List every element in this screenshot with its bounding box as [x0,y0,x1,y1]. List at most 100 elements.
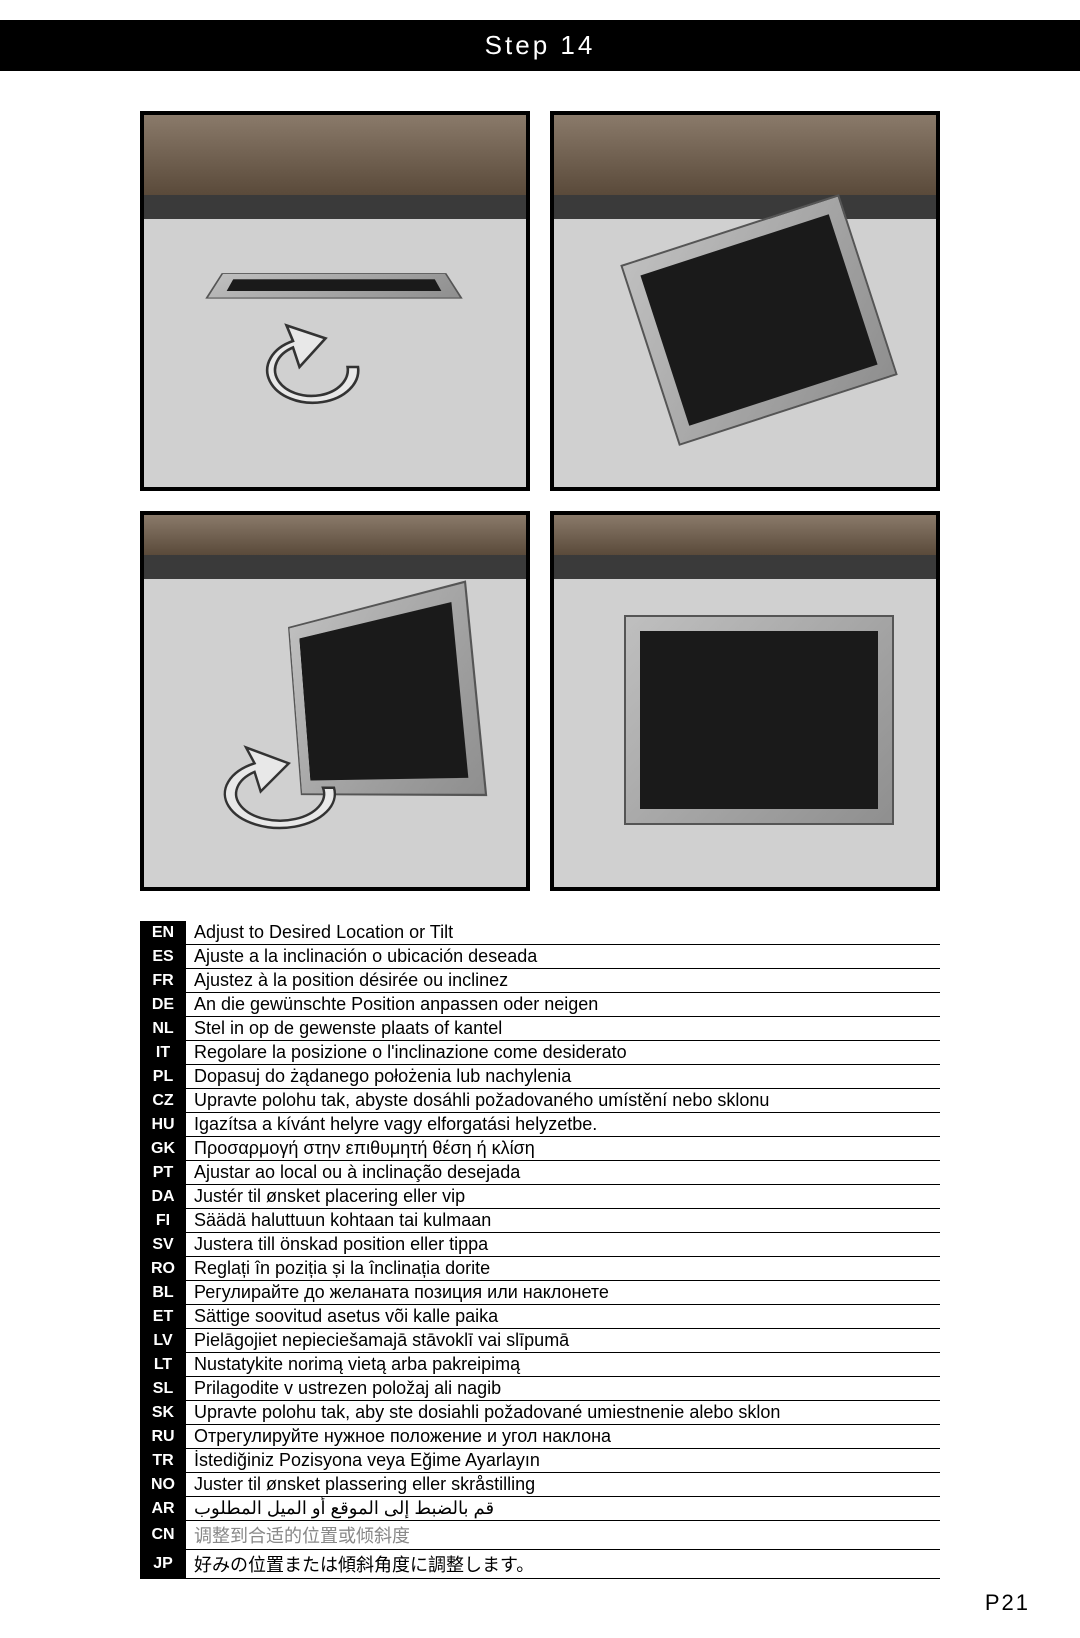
language-instruction-table: ENAdjust to Desired Location or TiltESAj… [140,921,940,1579]
instruction-text: 好みの位置または傾斜角度に調整します。 [186,1550,940,1579]
language-code: TR [140,1449,186,1473]
instruction-text: Igazítsa a kívánt helyre vagy elforgatás… [186,1113,940,1137]
shelf-edge-graphic [144,555,526,579]
table-row: BLРегулирайте до желаната позиция или на… [140,1281,940,1305]
language-code: AR [140,1497,186,1521]
table-row: JP好みの位置または傾斜角度に調整します。 [140,1550,940,1579]
tv-graphic [205,273,463,298]
table-row: SVJustera till önskad position eller tip… [140,1233,940,1257]
instruction-image-4 [550,511,940,891]
table-row: PTAjustar ao local ou à inclinação desej… [140,1161,940,1185]
table-row: GKΠροσαρμογή στην επιθυμητή θέση ή κλίση [140,1137,940,1161]
instruction-text: Stel in op de gewenste plaats of kantel [186,1017,940,1041]
instruction-image-3 [140,511,530,891]
instruction-text: Adjust to Desired Location or Tilt [186,921,940,945]
language-code: PT [140,1161,186,1185]
instruction-images-grid [0,71,1080,911]
language-code: RO [140,1257,186,1281]
rotate-arrow-icon [204,745,354,855]
shelf-edge-graphic [554,195,936,219]
language-code: SK [140,1401,186,1425]
language-code: PL [140,1065,186,1089]
language-code: ET [140,1305,186,1329]
instruction-text: قم بالضبط إلى الموقع أو الميل المطلوب [186,1497,940,1521]
instruction-text: Pielāgojiet nepieciešamajā stāvoklī vai … [186,1329,940,1353]
instruction-text: Отрегулируйте нужное положение и угол на… [186,1425,940,1449]
table-row: CN调整到合适的位置或倾斜度 [140,1521,940,1550]
table-row: FRAjustez à la position désirée ou incli… [140,969,940,993]
tv-screen-graphic [640,631,878,809]
table-row: SLPrilagodite v ustrezen položaj ali nag… [140,1377,940,1401]
language-code: BL [140,1281,186,1305]
table-row: SKUpravte polohu tak, aby ste dosiahli p… [140,1401,940,1425]
table-row: TRİstediğiniz Pozisyona veya Eğime Ayarl… [140,1449,940,1473]
instruction-text: Upravte polohu tak, abyste dosáhli požad… [186,1089,940,1113]
instruction-text: Регулирайте до желаната позиция или накл… [186,1281,940,1305]
instruction-text: 调整到合适的位置或倾斜度 [186,1521,940,1550]
table-row: PLDopasuj do żądanego położenia lub nach… [140,1065,940,1089]
shelf-graphic [554,115,936,195]
language-code: LT [140,1353,186,1377]
table-row: ETSättige soovitud asetus või kalle paik… [140,1305,940,1329]
instruction-text: Prilagodite v ustrezen položaj ali nagib [186,1377,940,1401]
instruction-text: Justera till önskad position eller tippa [186,1233,940,1257]
tv-graphic [624,615,894,825]
instruction-text: Ajuste a la inclinación o ubicación dese… [186,945,940,969]
shelf-graphic [144,515,526,555]
table-row: ROReglați în poziția și la înclinația do… [140,1257,940,1281]
table-row: CZUpravte polohu tak, abyste dosáhli pož… [140,1089,940,1113]
language-code: DE [140,993,186,1017]
table-row: DAJustér til ønsket placering eller vip [140,1185,940,1209]
language-code: NO [140,1473,186,1497]
table-row: ENAdjust to Desired Location or Tilt [140,921,940,945]
language-code: JP [140,1550,186,1579]
instruction-text: Ajustez à la position désirée ou incline… [186,969,940,993]
language-code: CN [140,1521,186,1550]
table-row: RUОтрегулируйте нужное положение и угол … [140,1425,940,1449]
instruction-text: Upravte polohu tak, aby ste dosiahli pož… [186,1401,940,1425]
shelf-edge-graphic [144,195,526,219]
tv-graphic [620,194,897,446]
language-code: SV [140,1233,186,1257]
instruction-text: An die gewünschte Position anpassen oder… [186,993,940,1017]
instruction-text: Juster til ønsket plassering eller skrås… [186,1473,940,1497]
instruction-text: Nustatykite norimą vietą arba pakreipimą [186,1353,940,1377]
table-row: LTNustatykite norimą vietą arba pakreipi… [140,1353,940,1377]
language-code: RU [140,1425,186,1449]
instruction-image-2 [550,111,940,491]
step-header: Step 14 [0,20,1080,71]
language-code: CZ [140,1089,186,1113]
shelf-edge-graphic [554,555,936,579]
language-code: LV [140,1329,186,1353]
language-code: GK [140,1137,186,1161]
instruction-text: Sättige soovitud asetus või kalle paika [186,1305,940,1329]
language-code: ES [140,945,186,969]
rotate-arrow-icon [254,315,384,445]
table-row: DEAn die gewünschte Position anpassen od… [140,993,940,1017]
language-code: EN [140,921,186,945]
shelf-graphic [554,515,936,555]
step-title: Step 14 [485,30,596,60]
tv-screen-graphic [640,214,877,425]
shelf-graphic [144,115,526,195]
instruction-text: Προσαρμογή στην επιθυμητή θέση ή κλίση [186,1137,940,1161]
instruction-image-1 [140,111,530,491]
language-code: HU [140,1113,186,1137]
language-code: FR [140,969,186,993]
language-code: NL [140,1017,186,1041]
table-row: FISäädä haluttuun kohtaan tai kulmaan [140,1209,940,1233]
table-row: NOJuster til ønsket plassering eller skr… [140,1473,940,1497]
instruction-text: Säädä haluttuun kohtaan tai kulmaan [186,1209,940,1233]
table-row: NLStel in op de gewenste plaats of kante… [140,1017,940,1041]
instruction-text: Justér til ønsket placering eller vip [186,1185,940,1209]
instruction-text: Reglați în poziția și la înclinația dori… [186,1257,940,1281]
instruction-text: Ajustar ao local ou à inclinação desejad… [186,1161,940,1185]
instruction-text: İstediğiniz Pozisyona veya Eğime Ayarlay… [186,1449,940,1473]
language-code: DA [140,1185,186,1209]
table-row: HUIgazítsa a kívánt helyre vagy elforgat… [140,1113,940,1137]
language-code: SL [140,1377,186,1401]
table-row: ESAjuste a la inclinación o ubicación de… [140,945,940,969]
table-row: LVPielāgojiet nepieciešamajā stāvoklī va… [140,1329,940,1353]
instruction-text: Dopasuj do żądanego położenia lub nachyl… [186,1065,940,1089]
table-row: ITRegolare la posizione o l'inclinazione… [140,1041,940,1065]
